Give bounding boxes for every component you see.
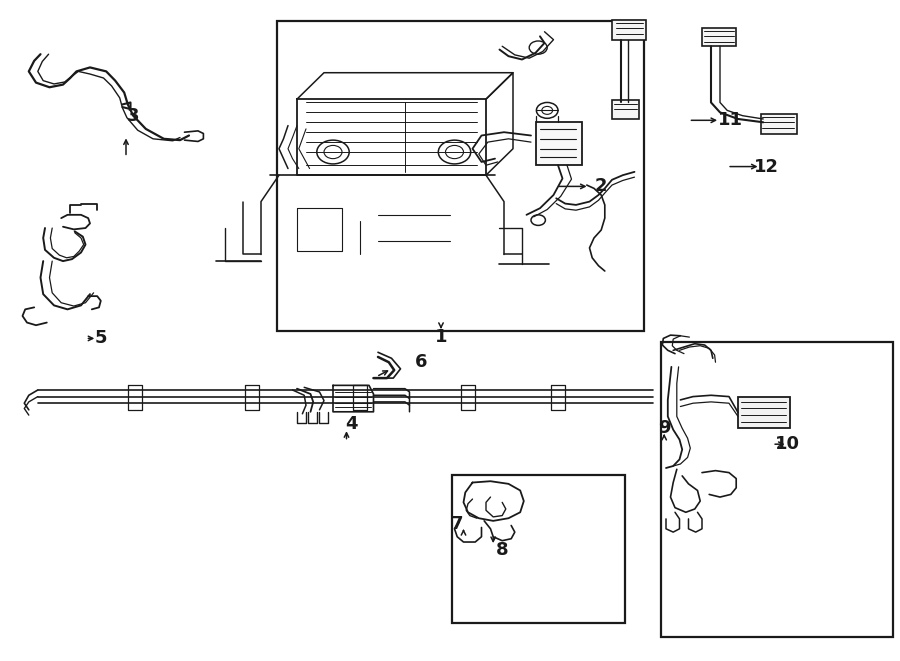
Bar (452, 475, 625, 623)
Text: 5: 5 (94, 329, 107, 348)
Bar (702, 28, 736, 46)
Text: 7: 7 (451, 514, 464, 533)
Bar (738, 397, 790, 428)
Text: 9: 9 (658, 419, 670, 438)
Text: 12: 12 (754, 157, 779, 176)
Bar (612, 20, 646, 40)
Text: 6: 6 (415, 353, 428, 371)
Text: 11: 11 (718, 111, 743, 130)
Bar (661, 342, 893, 637)
Text: 2: 2 (595, 177, 608, 196)
Text: 4: 4 (345, 415, 357, 434)
Bar (536, 122, 582, 165)
Bar (760, 114, 796, 134)
Bar (277, 21, 644, 330)
Bar (612, 100, 639, 119)
Text: 10: 10 (775, 435, 800, 453)
Text: 8: 8 (496, 541, 508, 559)
Text: 3: 3 (127, 106, 140, 125)
Text: 1: 1 (435, 328, 447, 346)
